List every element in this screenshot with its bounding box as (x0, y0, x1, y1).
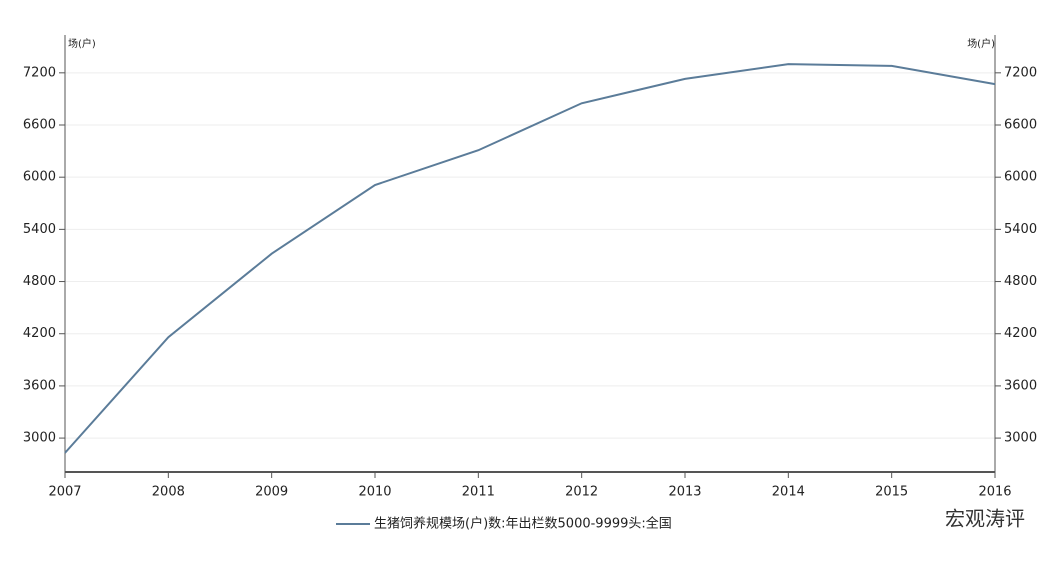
y-tick-label: 7200 (23, 65, 56, 80)
y2-tick-label: 4800 (1004, 274, 1037, 289)
x-tick-label: 2010 (358, 485, 391, 500)
x-tick-label: 2011 (462, 485, 495, 500)
y-axis-label: 场(户) (68, 37, 96, 50)
y-tick-label: 4200 (23, 326, 56, 341)
y2-tick-label: 6600 (1004, 118, 1037, 133)
x-tick-label: 2007 (48, 485, 81, 500)
data-line (64, 63, 996, 454)
y-tick-label: 5400 (23, 222, 56, 237)
x-tick-label: 2012 (565, 485, 598, 500)
y-tick-label: 4800 (23, 274, 56, 289)
y2-tick-label: 5400 (1004, 222, 1037, 237)
y2-tick-label: 3600 (1004, 378, 1037, 393)
legend-label: 生猪饲养规模场(户)数:年出栏数5000-9999头:全国 (374, 516, 672, 532)
x-tick-label: 2014 (772, 485, 805, 500)
y2-tick-label: 7200 (1004, 65, 1037, 80)
x-tick-label: 2009 (255, 485, 288, 500)
x-tick-label: 2013 (668, 485, 701, 500)
y-tick-label: 6000 (23, 170, 56, 185)
y2-axis-label: 场(户) (967, 37, 995, 50)
x-tick-label: 2016 (978, 485, 1011, 500)
x-tick-label: 2008 (152, 485, 185, 500)
y2-tick-label: 3000 (1004, 431, 1037, 446)
y2-tick-label: 6000 (1004, 170, 1037, 185)
y-tick-label: 3000 (23, 431, 56, 446)
y-tick-label: 6600 (23, 118, 56, 133)
watermark: 宏观涛评 (945, 507, 1025, 531)
x-tick-label: 2015 (875, 485, 908, 500)
y2-tick-label: 4200 (1004, 326, 1037, 341)
y-tick-label: 3600 (23, 378, 56, 393)
